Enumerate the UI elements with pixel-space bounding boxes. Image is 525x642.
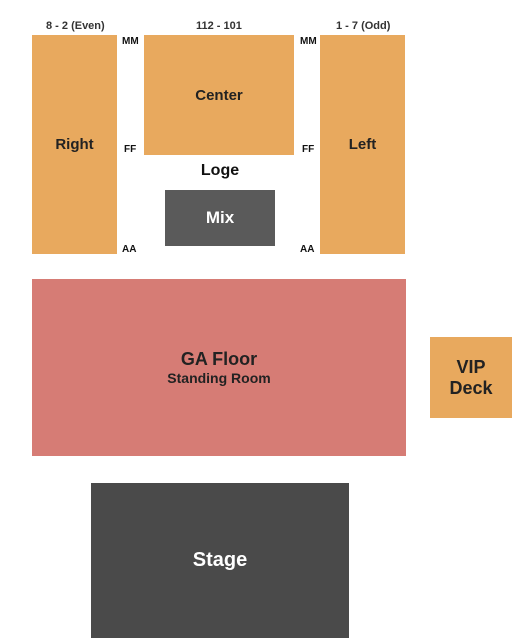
- row-mm-left: MM: [122, 36, 139, 47]
- section-loge-label: Loge: [201, 162, 239, 180]
- header-right-seats: 8 - 2 (Even): [46, 20, 105, 32]
- row-aa-right: AA: [300, 244, 314, 255]
- row-mm-right: MM: [300, 36, 317, 47]
- header-center-seats: 112 - 101: [196, 20, 242, 32]
- section-mix-label: Mix: [206, 208, 234, 228]
- section-ga-floor[interactable]: GA Floor Standing Room: [32, 279, 406, 456]
- header-left-seats: 1 - 7 (Odd): [336, 20, 390, 32]
- seating-chart: 8 - 2 (Even) 112 - 101 1 - 7 (Odd) MM MM…: [0, 0, 525, 642]
- section-vip-deck-label: VIP: [456, 357, 485, 378]
- section-mix[interactable]: Mix: [165, 190, 275, 246]
- section-vip-deck-sublabel: Deck: [449, 378, 492, 399]
- section-right-label: Right: [55, 136, 93, 153]
- section-ga-floor-label: GA Floor: [181, 349, 257, 370]
- section-ga-floor-sublabel: Standing Room: [167, 370, 270, 386]
- section-left-label: Left: [349, 136, 377, 153]
- section-center-label: Center: [195, 87, 243, 104]
- section-stage: Stage: [91, 483, 349, 638]
- row-aa-left: AA: [122, 244, 136, 255]
- row-ff-left: FF: [124, 144, 136, 155]
- section-vip-deck[interactable]: VIP Deck: [430, 337, 512, 418]
- section-center[interactable]: Center: [144, 35, 294, 155]
- section-left[interactable]: Left: [320, 35, 405, 254]
- section-loge-label-area: Loge: [170, 159, 270, 183]
- row-ff-right: FF: [302, 144, 314, 155]
- section-right[interactable]: Right: [32, 35, 117, 254]
- section-stage-label: Stage: [193, 549, 247, 572]
